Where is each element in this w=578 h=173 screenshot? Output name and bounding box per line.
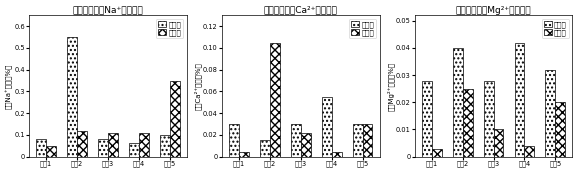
Bar xyxy=(291,124,301,157)
Bar xyxy=(260,140,270,157)
Bar xyxy=(453,48,462,157)
Bar xyxy=(67,37,77,157)
Bar xyxy=(77,131,87,157)
Bar xyxy=(36,139,46,157)
Bar xyxy=(494,129,503,157)
Bar xyxy=(301,133,310,157)
Y-axis label: 土壤Na⁺含量（%）: 土壤Na⁺含量（%） xyxy=(6,63,13,109)
Bar xyxy=(139,133,149,157)
Bar xyxy=(524,146,534,157)
Title: 改良前后土壤Ca²⁺含量变化: 改良前后土壤Ca²⁺含量变化 xyxy=(264,6,338,15)
Bar xyxy=(546,70,555,157)
Bar xyxy=(353,124,362,157)
Bar xyxy=(555,102,565,157)
Y-axis label: 土壤Ca²⁺含量（%）: 土壤Ca²⁺含量（%） xyxy=(194,62,201,110)
Bar xyxy=(270,43,280,157)
Bar xyxy=(98,139,108,157)
Bar xyxy=(129,143,139,157)
Bar xyxy=(322,97,332,157)
Bar xyxy=(46,146,56,157)
Bar xyxy=(170,81,180,157)
Bar xyxy=(332,152,342,157)
Bar xyxy=(362,124,372,157)
Bar xyxy=(484,81,494,157)
Bar xyxy=(514,43,524,157)
Legend: 原始土, 改良后: 原始土, 改良后 xyxy=(542,19,569,38)
Bar xyxy=(229,124,239,157)
Bar xyxy=(160,135,170,157)
Bar xyxy=(432,148,442,157)
Bar xyxy=(108,133,118,157)
Bar xyxy=(239,152,249,157)
Bar xyxy=(462,89,473,157)
Title: 改良前后土壤Na⁺含量变化: 改良前后土壤Na⁺含量变化 xyxy=(73,6,143,15)
Legend: 原始土, 改良后: 原始土, 改良后 xyxy=(349,19,376,38)
Bar xyxy=(422,81,432,157)
Legend: 原始土, 改良后: 原始土, 改良后 xyxy=(156,19,183,38)
Y-axis label: 土壤Mg²⁺含量（%）: 土壤Mg²⁺含量（%） xyxy=(387,61,394,111)
Title: 改良前后土壤Mg²⁺含量变化: 改良前后土壤Mg²⁺含量变化 xyxy=(455,6,531,15)
